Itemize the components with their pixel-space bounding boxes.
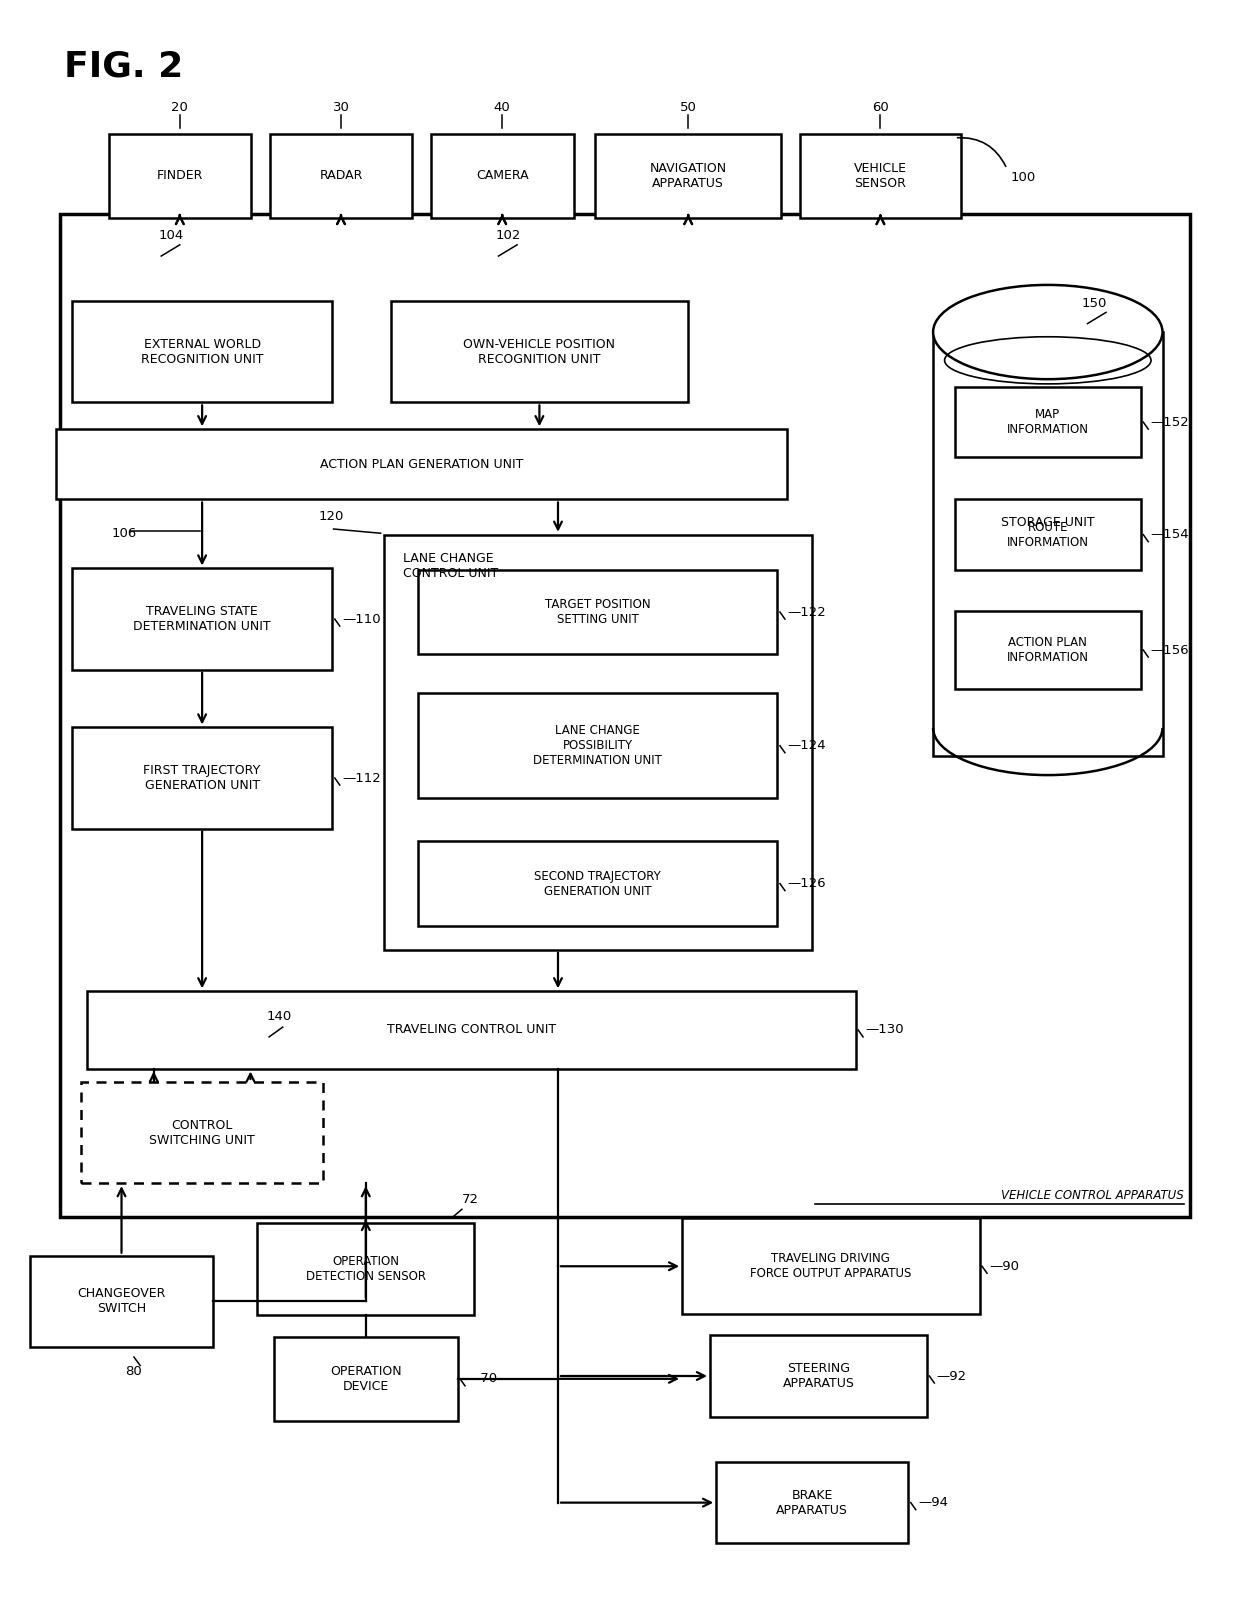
Text: 20: 20 bbox=[171, 100, 188, 113]
Text: FINDER: FINDER bbox=[156, 170, 203, 183]
FancyBboxPatch shape bbox=[274, 1336, 458, 1421]
Text: —156: —156 bbox=[1151, 644, 1189, 657]
Text: 102: 102 bbox=[496, 230, 521, 243]
FancyBboxPatch shape bbox=[72, 568, 332, 670]
Text: 30: 30 bbox=[332, 100, 350, 113]
Text: TRAVELING DRIVING
FORCE OUTPUT APPARATUS: TRAVELING DRIVING FORCE OUTPUT APPARATUS bbox=[750, 1252, 911, 1280]
Text: —110: —110 bbox=[342, 613, 381, 626]
FancyBboxPatch shape bbox=[955, 387, 1141, 458]
Text: —112: —112 bbox=[342, 772, 381, 785]
Text: MAP
INFORMATION: MAP INFORMATION bbox=[1007, 408, 1089, 437]
Text: —92: —92 bbox=[937, 1369, 967, 1382]
FancyBboxPatch shape bbox=[682, 1218, 980, 1314]
Text: —124: —124 bbox=[787, 739, 826, 752]
Text: —70: —70 bbox=[467, 1372, 497, 1385]
FancyBboxPatch shape bbox=[30, 1256, 213, 1348]
Text: TARGET POSITION
SETTING UNIT: TARGET POSITION SETTING UNIT bbox=[544, 599, 651, 626]
FancyBboxPatch shape bbox=[109, 134, 250, 218]
Ellipse shape bbox=[932, 285, 1163, 379]
Text: 150: 150 bbox=[1081, 296, 1106, 309]
Text: —90: —90 bbox=[990, 1260, 1019, 1273]
Text: —154: —154 bbox=[1151, 527, 1189, 540]
Text: 120: 120 bbox=[319, 510, 343, 523]
Text: 40: 40 bbox=[494, 100, 511, 113]
Text: —122: —122 bbox=[787, 605, 826, 618]
Text: ACTION PLAN
INFORMATION: ACTION PLAN INFORMATION bbox=[1007, 636, 1089, 663]
FancyBboxPatch shape bbox=[418, 841, 777, 925]
FancyBboxPatch shape bbox=[72, 728, 332, 828]
Text: CONTROL
SWITCHING UNIT: CONTROL SWITCHING UNIT bbox=[149, 1118, 255, 1147]
Text: —126: —126 bbox=[787, 877, 826, 890]
FancyBboxPatch shape bbox=[418, 693, 777, 798]
FancyBboxPatch shape bbox=[72, 301, 332, 403]
Text: FIRST TRAJECTORY
GENERATION UNIT: FIRST TRAJECTORY GENERATION UNIT bbox=[144, 764, 260, 793]
Text: ACTION PLAN GENERATION UNIT: ACTION PLAN GENERATION UNIT bbox=[320, 458, 523, 471]
Text: OPERATION
DEVICE: OPERATION DEVICE bbox=[330, 1366, 402, 1393]
Text: 104: 104 bbox=[159, 230, 184, 243]
Text: 60: 60 bbox=[872, 100, 889, 113]
FancyBboxPatch shape bbox=[56, 429, 787, 500]
FancyBboxPatch shape bbox=[258, 1223, 474, 1315]
Text: FIG. 2: FIG. 2 bbox=[64, 49, 184, 83]
Text: VEHICLE CONTROL APPARATUS: VEHICLE CONTROL APPARATUS bbox=[1002, 1189, 1184, 1202]
Text: 72: 72 bbox=[461, 1194, 479, 1207]
Text: 140: 140 bbox=[267, 1010, 291, 1023]
FancyBboxPatch shape bbox=[932, 332, 1163, 756]
Text: TRAVELING CONTROL UNIT: TRAVELING CONTROL UNIT bbox=[387, 1024, 556, 1037]
Text: OPERATION
DETECTION SENSOR: OPERATION DETECTION SENSOR bbox=[306, 1256, 425, 1283]
Text: RADAR: RADAR bbox=[320, 170, 362, 183]
FancyBboxPatch shape bbox=[800, 134, 961, 218]
FancyBboxPatch shape bbox=[432, 134, 573, 218]
FancyBboxPatch shape bbox=[270, 134, 412, 218]
Text: STEERING
APPARATUS: STEERING APPARATUS bbox=[782, 1362, 854, 1390]
FancyBboxPatch shape bbox=[82, 1082, 322, 1183]
Text: —94: —94 bbox=[918, 1497, 949, 1510]
Text: LANE CHANGE
POSSIBILITY
DETERMINATION UNIT: LANE CHANGE POSSIBILITY DETERMINATION UN… bbox=[533, 725, 662, 767]
Text: NAVIGATION
APPARATUS: NAVIGATION APPARATUS bbox=[650, 162, 727, 189]
Text: 50: 50 bbox=[680, 100, 697, 113]
FancyBboxPatch shape bbox=[955, 500, 1141, 570]
Text: TRAVELING STATE
DETERMINATION UNIT: TRAVELING STATE DETERMINATION UNIT bbox=[134, 605, 270, 633]
FancyBboxPatch shape bbox=[709, 1335, 928, 1417]
FancyBboxPatch shape bbox=[87, 992, 856, 1068]
Text: EXTERNAL WORLD
RECOGNITION UNIT: EXTERNAL WORLD RECOGNITION UNIT bbox=[141, 338, 263, 366]
Text: SECOND TRAJECTORY
GENERATION UNIT: SECOND TRAJECTORY GENERATION UNIT bbox=[534, 869, 661, 898]
Text: —152: —152 bbox=[1151, 416, 1189, 429]
Text: —130: —130 bbox=[866, 1024, 904, 1037]
Text: VEHICLE
SENSOR: VEHICLE SENSOR bbox=[854, 162, 906, 189]
Text: BRAKE
APPARATUS: BRAKE APPARATUS bbox=[776, 1489, 848, 1516]
FancyBboxPatch shape bbox=[418, 570, 777, 654]
FancyBboxPatch shape bbox=[60, 214, 1190, 1217]
Text: LANE CHANGE
CONTROL UNIT: LANE CHANGE CONTROL UNIT bbox=[403, 552, 498, 579]
Text: ROUTE
INFORMATION: ROUTE INFORMATION bbox=[1007, 521, 1089, 549]
FancyBboxPatch shape bbox=[384, 534, 812, 950]
Text: 100: 100 bbox=[1011, 172, 1035, 184]
FancyBboxPatch shape bbox=[595, 134, 781, 218]
Text: 106: 106 bbox=[112, 527, 136, 540]
Text: 80: 80 bbox=[125, 1366, 143, 1379]
FancyBboxPatch shape bbox=[955, 612, 1141, 689]
FancyBboxPatch shape bbox=[717, 1461, 908, 1544]
Text: STORAGE UNIT: STORAGE UNIT bbox=[1001, 516, 1095, 529]
Text: CAMERA: CAMERA bbox=[476, 170, 528, 183]
FancyBboxPatch shape bbox=[391, 301, 688, 403]
Text: CHANGEOVER
SWITCH: CHANGEOVER SWITCH bbox=[77, 1288, 166, 1315]
Text: OWN-VEHICLE POSITION
RECOGNITION UNIT: OWN-VEHICLE POSITION RECOGNITION UNIT bbox=[464, 338, 615, 366]
